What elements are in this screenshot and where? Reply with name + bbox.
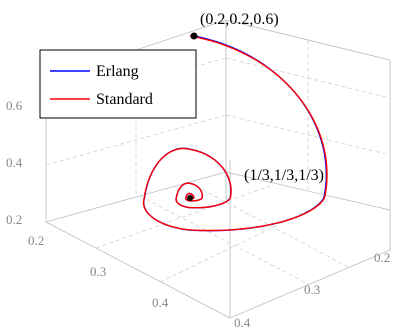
start-point-marker <box>190 32 198 40</box>
end-point-marker <box>187 195 193 201</box>
legend: Erlang Standard <box>39 49 197 119</box>
start-point-label: (0.2,0.2,0.6) <box>200 11 279 28</box>
legend-label-standard: Standard <box>96 91 153 108</box>
legend-label-erlang: Erlang <box>96 63 139 80</box>
end-point-label: (1/3,1/3,1/3) <box>244 167 324 184</box>
y-tick-1: 0.3 <box>304 282 320 297</box>
x-tick-2: 0.4 <box>152 295 169 310</box>
y-tick-0: 0.2 <box>374 250 390 265</box>
z-tick-0: 0.6 <box>6 98 23 113</box>
z-tick-1: 0.4 <box>6 155 23 170</box>
y-tick-2: 0.4 <box>234 315 251 330</box>
z-axis-ticks: 0.6 0.4 0.2 <box>6 98 23 227</box>
x-axis-ticks: 0.2 0.3 0.4 <box>28 233 169 310</box>
y-axis-ticks: 0.2 0.3 0.4 <box>234 250 390 330</box>
z-tick-2: 0.2 <box>6 212 22 227</box>
x-tick-0: 0.2 <box>28 233 44 248</box>
x-tick-1: 0.3 <box>90 264 106 279</box>
